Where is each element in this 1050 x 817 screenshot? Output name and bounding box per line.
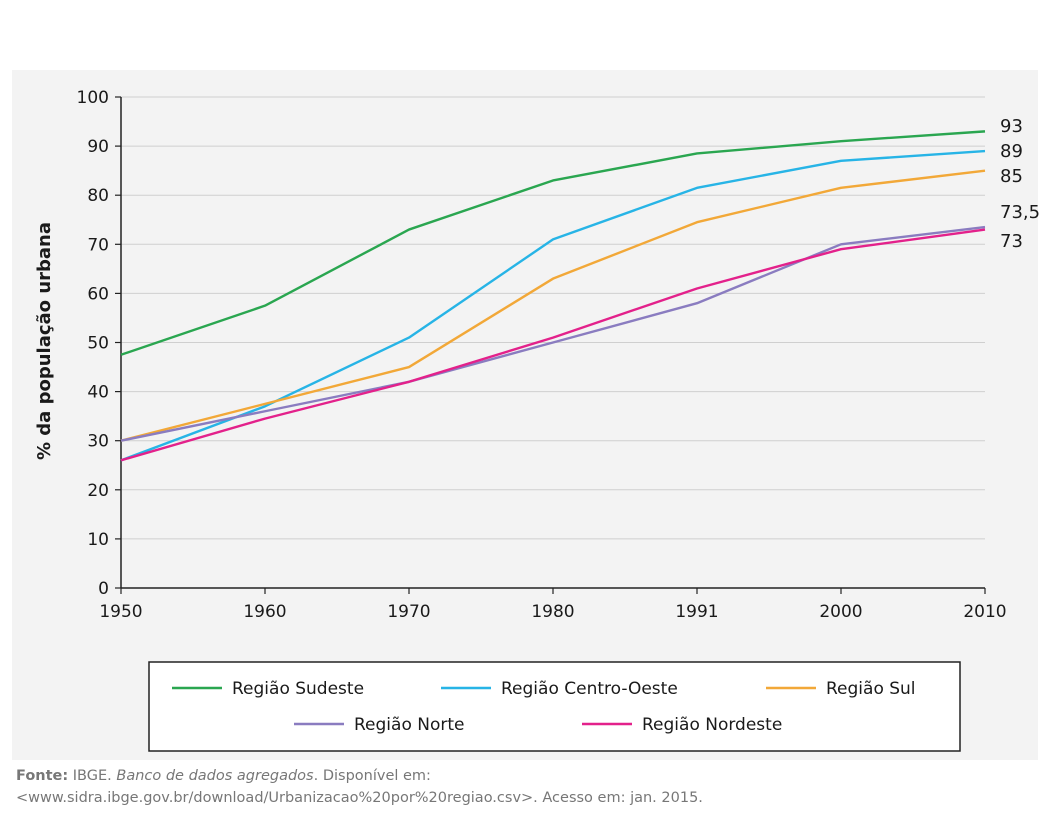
legend-label: Região Nordeste [642, 715, 782, 735]
legend-box [148, 661, 961, 752]
legend: Região Sudeste Região Centro-Oeste Região … [148, 661, 961, 752]
series-line-0 [120, 130, 986, 356]
y-tick-label: 90 [87, 137, 109, 157]
legend-label: Região Norte [354, 715, 464, 735]
y-tick-label: 70 [87, 235, 109, 255]
x-tick-label: 2010 [963, 602, 1006, 622]
source-rest: . Disponível em: [313, 768, 431, 784]
source-line-1: Fonte: IBGE. Banco de dados agregados. D… [16, 765, 1036, 787]
series-line-4 [120, 228, 986, 462]
end-label: 89 [1000, 141, 1023, 162]
end-label: 73,5 [1000, 202, 1040, 223]
source-line-2: <www.sidra.ibge.gov.br/download/Urbaniza… [16, 790, 703, 806]
x-tick-label: 1980 [531, 602, 574, 622]
end-labels: 93 89 85 73,5 73 [1000, 116, 1040, 252]
source-org: IBGE. [68, 768, 117, 784]
y-tick-label: 20 [87, 481, 109, 501]
legend-label: Região Sul [826, 679, 916, 699]
legend-label: Região Centro-Oeste [501, 679, 678, 699]
y-tick-label: 100 [77, 88, 109, 108]
series-lines [120, 130, 986, 462]
x-tick-label: 2000 [819, 602, 862, 622]
y-tick-label: 80 [87, 186, 109, 206]
y-tick-label: 0 [98, 579, 109, 599]
y-tick-labels: 0 10 20 30 40 50 60 70 80 90 100 [77, 88, 109, 599]
series-line-1 [120, 149, 986, 462]
x-tick-label: 1970 [387, 602, 430, 622]
y-axis-label: % da população urbana [34, 222, 55, 460]
legend-label: Região Sudeste [232, 679, 364, 699]
x-tick-label: 1950 [99, 602, 142, 622]
source-prefix: Fonte: [16, 768, 69, 784]
y-tick-label: 30 [87, 432, 109, 452]
end-label: 73 [1000, 231, 1023, 252]
source-title: Banco de dados agregados [116, 768, 314, 784]
y-tick-label: 50 [87, 334, 109, 354]
end-label: 85 [1000, 166, 1023, 187]
x-tick-labels: 1950 1960 1970 1980 1991 2000 2010 [99, 602, 1006, 622]
y-tick-label: 40 [87, 383, 109, 403]
y-tick-label: 10 [87, 530, 109, 550]
x-tick-label: 1991 [675, 602, 718, 622]
series-line-3 [120, 225, 986, 442]
source-note: Fonte: IBGE. Banco de dados agregados. D… [16, 765, 1036, 809]
axes [120, 97, 986, 594]
y-tick-label: 60 [87, 284, 109, 304]
series-line-2 [120, 169, 986, 442]
x-tick-label: 1960 [243, 602, 286, 622]
end-label: 93 [1000, 116, 1023, 137]
